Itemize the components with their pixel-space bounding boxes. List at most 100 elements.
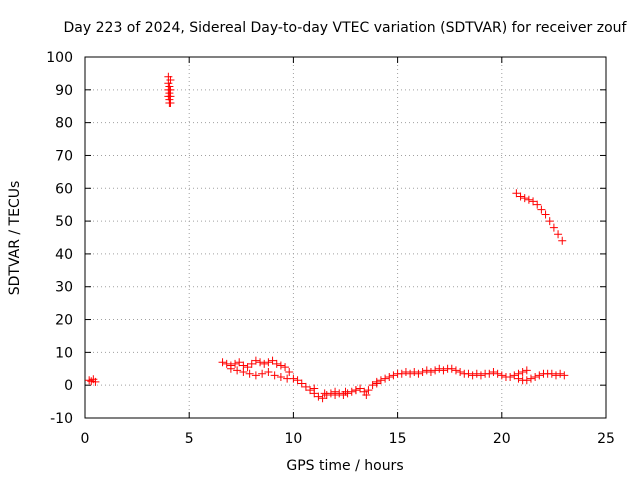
data-point [368,381,377,390]
data-point [439,366,448,375]
y-tick-label: 30 [55,280,73,296]
data-point [360,387,369,396]
data-point [376,376,385,385]
x-tick-label: 5 [185,431,194,447]
data-point [426,368,435,377]
y-tick-label: 20 [55,313,73,329]
plot-frame [84,56,607,419]
data-point [166,98,175,107]
data-point [245,369,254,378]
data-point [556,369,565,378]
data-point [476,371,485,380]
data-point [258,369,267,378]
data-point [306,386,315,395]
data-points [85,72,569,403]
data-point [537,205,546,214]
data-point [497,371,506,380]
data-point [251,356,260,365]
y-tick-label: 80 [55,116,73,132]
data-point [485,369,494,378]
data-point [531,372,540,381]
data-point [351,386,360,395]
data-point [512,189,521,198]
x-tick-label: 25 [597,431,615,447]
data-point [314,392,323,401]
data-point [320,389,329,398]
y-axis-label: SDTVAR / TECUs [7,181,23,296]
data-point [318,394,327,403]
data-point [247,359,256,368]
x-tick-label: 20 [493,431,511,447]
data-point [235,358,244,367]
data-point [85,376,94,385]
data-point [560,371,569,380]
data-point [385,372,394,381]
data-point [256,358,265,367]
data-point [264,368,273,377]
data-point [276,372,285,381]
y-tick-label: 100 [46,50,73,66]
data-point [233,366,242,375]
x-tick-label: 15 [389,431,407,447]
data-point [239,368,248,377]
data-point [285,368,294,377]
y-tick-labels: -10 0 10 20 30 40 50 60 70 80 90 100 [46,50,73,427]
y-tick-label: 50 [55,214,73,230]
data-point [522,376,531,385]
data-point [547,369,556,378]
data-point [268,356,277,365]
y-tick-label: 60 [55,181,73,197]
data-point [372,379,381,388]
y-tick-label: 70 [55,148,73,164]
data-point [289,374,298,383]
data-point [533,200,542,209]
data-point [401,368,410,377]
data-point [456,368,465,377]
data-point [341,387,350,396]
data-point [414,369,423,378]
data-point [406,369,415,378]
y-tick-label: 40 [55,247,73,263]
data-point [516,192,525,201]
data-point [281,363,290,372]
data-point [551,371,560,380]
data-point [276,361,285,370]
data-point [243,363,252,372]
data-point [493,369,502,378]
data-point [514,374,523,383]
data-point [529,197,538,206]
data-point [447,364,456,373]
data-point [310,384,319,393]
data-point [251,371,260,380]
data-point [301,382,310,391]
data-point [264,358,273,367]
data-point [343,389,352,398]
data-point [297,379,306,388]
grid-lines [85,57,606,418]
data-point [226,364,235,373]
data-point [270,371,279,380]
data-point [510,371,519,380]
x-axis-label: GPS time / hours [286,458,403,474]
data-point [518,368,527,377]
x-tick-labels: 0 5 10 15 20 25 [81,431,615,447]
y-tick-label: 0 [64,378,73,394]
data-point [464,369,473,378]
data-point [431,366,440,375]
data-point [222,359,231,368]
data-point [364,386,373,395]
data-point [362,391,371,400]
data-point [260,359,269,368]
data-point [410,368,419,377]
data-point [87,377,96,386]
data-point [535,371,544,380]
data-point [549,223,558,232]
y-tick-label: -10 [50,411,73,427]
data-point [418,368,427,377]
data-point [558,236,567,245]
data-point [339,391,348,400]
data-point [335,389,344,398]
data-point [293,376,302,385]
data-point [231,359,240,368]
